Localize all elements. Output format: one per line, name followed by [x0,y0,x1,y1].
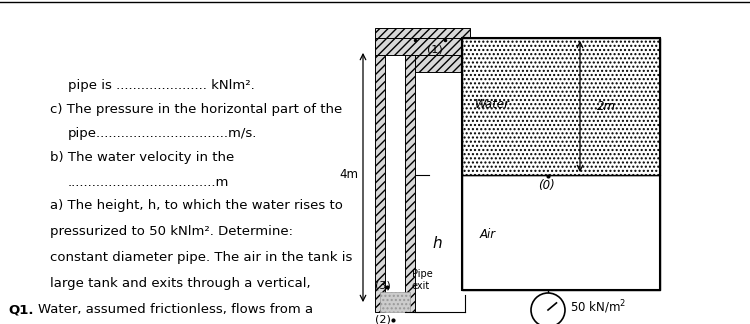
Text: Pipe
exit: Pipe exit [412,269,433,291]
Text: (1): (1) [427,45,442,55]
Text: 4m: 4m [339,168,358,181]
Bar [380,292,410,312]
Text: c) The pressure in the horizontal part of the: c) The pressure in the horizontal part o… [50,103,342,117]
Text: (3): (3) [375,280,391,290]
Text: b) The water velocity in the: b) The water velocity in the [50,152,234,165]
Bar [462,175,660,290]
Text: 50 kN/m$^2$: 50 kN/m$^2$ [570,298,626,316]
Bar [415,55,470,72]
Circle shape [531,293,565,324]
Text: Q1.: Q1. [8,304,34,317]
Text: Water: Water [475,98,510,111]
Bar [462,38,660,290]
Text: Air: Air [480,228,496,241]
Bar [405,38,415,312]
Text: pipe is ...................... kNlm².: pipe is ...................... kNlm². [68,79,255,92]
Text: constant diameter pipe. The air in the tank is: constant diameter pipe. The air in the t… [50,251,352,264]
Text: ....................................m: ....................................m [68,176,230,189]
Text: large tank and exits through a vertical,: large tank and exits through a vertical, [50,277,310,291]
Text: pipe................................m/s.: pipe................................m/s. [68,128,257,141]
Text: (2): (2) [375,315,391,324]
Text: 2m: 2m [597,100,616,113]
Bar [375,38,470,55]
Text: $h$: $h$ [432,236,442,251]
Text: pressurized to 50 kNlm². Determine:: pressurized to 50 kNlm². Determine: [50,226,293,238]
Bar [462,38,660,175]
Text: (0): (0) [538,179,555,192]
Text: a) The height, h, to which the water rises to: a) The height, h, to which the water ris… [50,200,343,213]
Bar [375,38,385,312]
Bar [375,28,470,38]
Text: Water, assumed frictionless, flows from a: Water, assumed frictionless, flows from … [38,304,314,317]
